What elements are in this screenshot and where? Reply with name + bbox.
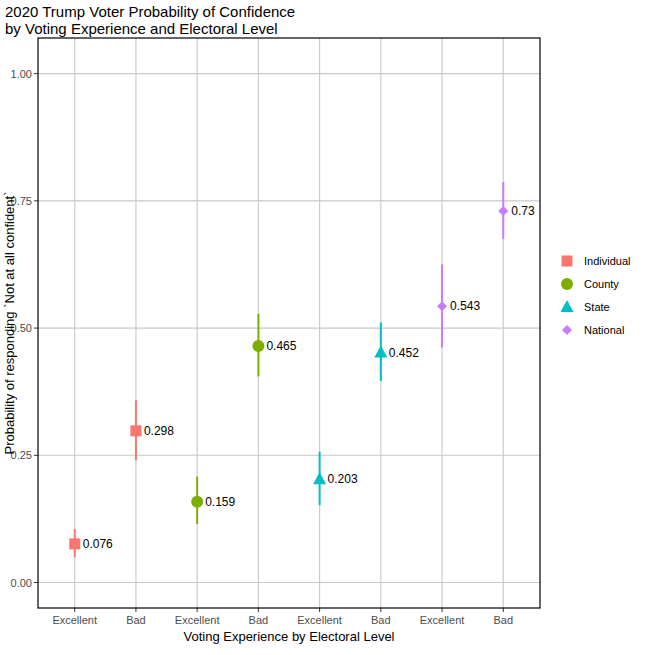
x-axis-label: Voting Experience by Electoral Level (183, 629, 394, 644)
x-tick-label: Excellent (175, 614, 220, 626)
x-tick-label: Excellent (52, 614, 97, 626)
plot-frame (38, 38, 540, 608)
legend-key (557, 320, 577, 340)
y-tick-label: 1.00 (11, 68, 32, 80)
marks (69, 182, 508, 557)
data-label: 0.465 (266, 339, 296, 353)
grid-line-x (380, 38, 381, 608)
grid-line-x (319, 38, 320, 608)
chart: 2020 Trump Voter Probability of Confiden… (0, 0, 655, 655)
grid-line (38, 582, 540, 583)
legend-key (557, 251, 577, 271)
data-label: 0.73 (511, 204, 535, 218)
data-label: 0.452 (389, 346, 419, 360)
data-labels: 0.076 0.298 0.159 0.465 0.203 0.452 0.543 0.73 (83, 204, 535, 551)
grid-line (38, 455, 540, 456)
legend-marker (562, 256, 573, 267)
legend: Individual County State National (557, 251, 630, 340)
point (191, 496, 203, 508)
title-line: by Voting Experience and Electoral Level (5, 20, 278, 37)
x-tick-label: Bad (249, 614, 269, 626)
legend-marker (561, 278, 573, 290)
x-tick-label: Bad (371, 614, 391, 626)
grid-line (38, 328, 540, 329)
legend-label: Individual (584, 255, 630, 267)
grid-line-x (503, 38, 504, 608)
title-line: 2020 Trump Voter Probability of Confiden… (5, 3, 295, 20)
background (0, 0, 655, 655)
data-label: 0.298 (144, 424, 174, 438)
grid-line-x (135, 38, 136, 608)
legend-marker (562, 325, 572, 335)
legend-key (557, 274, 577, 294)
data-label: 0.159 (205, 495, 235, 509)
grid-line-x (441, 38, 442, 608)
data-label: 0.203 (328, 472, 358, 486)
point (374, 346, 387, 358)
y-tick-label: 0.00 (11, 577, 32, 589)
grid-line-x (258, 38, 259, 608)
point (437, 301, 447, 311)
point (130, 425, 141, 436)
grid-line (38, 73, 540, 74)
point (498, 206, 508, 216)
data-label: 0.076 (83, 537, 113, 551)
grid-line (38, 200, 540, 201)
x-tick-label: Excellent (420, 614, 465, 626)
point (313, 472, 326, 484)
legend-label: National (584, 324, 624, 336)
x-tick-label: Excellent (297, 614, 342, 626)
x-tick-label: Bad (493, 614, 513, 626)
legend-key (557, 297, 577, 317)
point (252, 340, 264, 352)
plot-panel (38, 38, 540, 608)
point (69, 538, 80, 549)
legend-label: State (584, 301, 610, 313)
x-tick-label: Bad (126, 614, 146, 626)
legend-marker (561, 300, 574, 312)
grid-line-x (74, 38, 75, 608)
y-axis-label: Probability of responding `Not at all co… (2, 191, 17, 454)
title: 2020 Trump Voter Probability of Confiden… (5, 3, 295, 37)
data-label: 0.543 (450, 299, 480, 313)
grid-line-x (197, 38, 198, 608)
legend-label: County (584, 278, 619, 290)
